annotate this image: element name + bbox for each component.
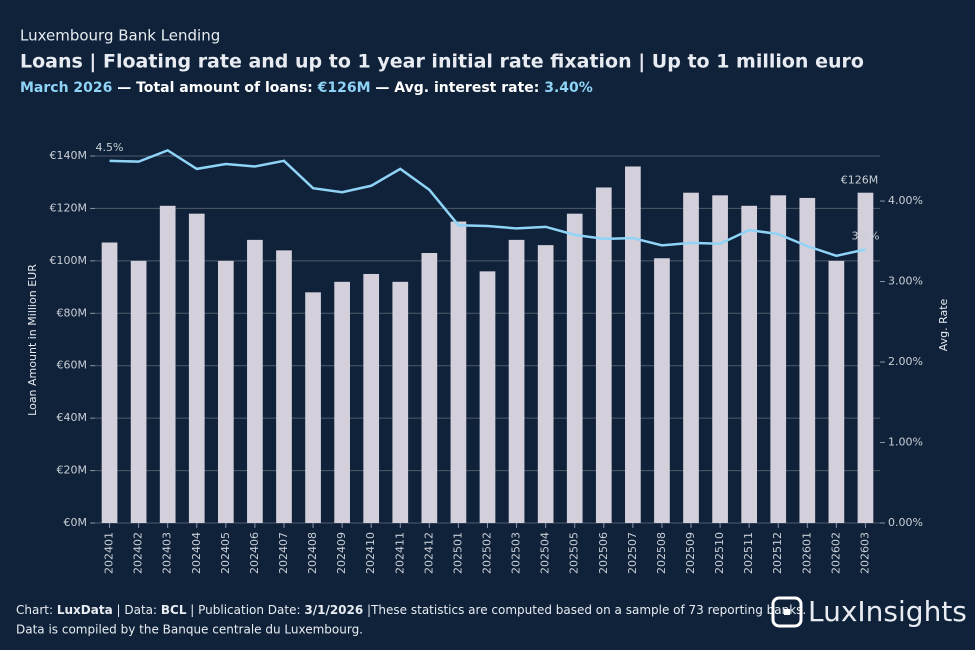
footer-part: LuxData [57,603,113,617]
footer-part: Chart: [16,603,57,617]
footer-part: |These statistics are computed based on … [363,603,806,617]
bar [276,250,292,523]
bar [741,205,758,524]
logo-icon [784,609,790,615]
x-tick-label: 202510 [713,532,726,574]
x-tick-label: 202508 [655,532,668,574]
footer-line: Data is compiled by the Banque centrale … [16,623,363,637]
footer-part: 3/1/2026 [304,603,363,617]
footer-line: Chart: LuxData | Data: BCL | Publication… [16,603,806,617]
rate-line [109,148,866,258]
y-tick-label: €20M [57,464,88,477]
x-tick-label: 202603 [858,532,871,574]
bar [537,245,554,523]
x-tick-label: 202509 [684,532,697,574]
bar [770,195,787,524]
bar [508,239,525,523]
x-tick-label: 202401 [103,532,116,574]
footer-part: | Data: [113,603,161,617]
bar [828,260,845,523]
x-tick-label: 202407 [277,532,290,574]
bar [130,260,147,523]
y-tick-label: €120M [50,201,88,214]
line-value-label: 4.5% [96,141,124,154]
x-tick-label: 202506 [597,532,610,574]
x-tick-label: 202402 [132,532,145,574]
bar [712,195,728,524]
bar [305,292,321,523]
x-tick-label: 202408 [306,532,319,574]
footer-part: | Publication Date: [186,603,304,617]
x-tick-label: 202511 [742,532,755,574]
y-tick-label: €80M [57,306,88,319]
y-tick-label: €60M [57,359,88,372]
line-value-label: 3.4% [851,229,879,242]
x-tick-label: 202501 [451,532,464,574]
y2-tick-label: 2.00% [888,355,923,368]
y2-tick-label: 4.00% [888,194,923,207]
x-tick-label: 202404 [190,532,203,574]
bar [334,281,350,523]
y-tick-label: €140M [50,149,88,162]
bar [247,239,263,523]
x-tick-label: 202412 [422,532,435,574]
bar [159,205,176,524]
y2-tick-label: 0.00% [888,516,923,529]
bar [595,187,612,523]
chart-title: Loans | Floating rate and up to 1 year i… [20,51,864,73]
bar [217,260,234,523]
y-tick-label: €100M [50,254,88,267]
y2-tick-label: 3.00% [888,275,923,288]
footer-part: BCL [161,603,187,617]
bar [857,192,874,523]
x-tick-label: 202502 [481,532,494,574]
bar [363,273,380,523]
bar-value-label: €126M [841,174,879,187]
x-tick-label: 202409 [335,532,348,574]
logo: LuxInsights [771,595,967,628]
x-tick-label: 202503 [510,532,523,574]
x-tick-label: 202403 [161,532,174,574]
subtitle-part: — Avg. interest rate: [371,80,545,96]
subtitle-part: — Total amount of loans: [112,80,317,96]
y2-axis-label: Avg. Rate [937,298,950,351]
bar [625,166,641,523]
bar [450,221,467,524]
y-tick-label: €0M [64,516,88,529]
bar [421,252,438,523]
x-tick-label: 202410 [364,532,377,574]
supertitle: Luxembourg Bank Lending [20,27,220,45]
x-tick-label: 202512 [771,532,784,574]
x-tick-label: 202411 [393,532,406,574]
bar [683,192,699,523]
x-tick-label: 202505 [568,532,581,574]
x-tick-label: 202405 [219,532,232,574]
subtitle-part: €126M [317,80,371,96]
subtitle: March 2026 — Total amount of loans: €126… [20,80,593,96]
x-tick-label: 202507 [626,532,639,574]
subtitle-part: March 2026 [20,80,112,96]
x-tick-label: 202504 [539,532,552,574]
bar [566,213,583,523]
bar [479,271,496,523]
x-tick-label: 202601 [800,532,813,574]
x-tick-label: 202406 [248,532,261,574]
subtitle-part: 3.40% [544,80,593,96]
y-axis-label: Loan Amount in Million EUR [26,264,39,416]
bar [188,213,205,523]
logo-icon [771,596,803,628]
bar [101,242,118,523]
x-tick-label: 202602 [829,532,842,574]
bar [392,281,409,523]
y-tick-label: €40M [57,411,88,424]
y2-tick-label: 1.00% [888,436,923,449]
bar [654,258,670,523]
bar [799,197,816,523]
logo-text: LuxInsights [808,595,967,628]
